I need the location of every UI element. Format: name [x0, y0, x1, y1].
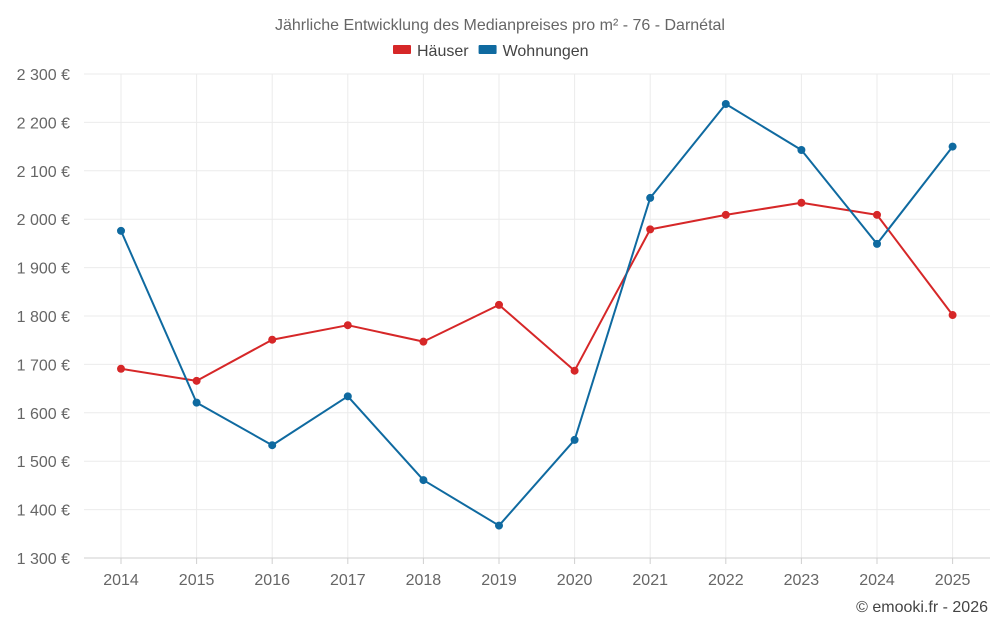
x-tick-label: 2025 — [935, 572, 971, 589]
series-line — [120, 201, 954, 382]
data-point[interactable] — [721, 100, 730, 109]
y-tick-label: 1 300 € — [17, 551, 70, 568]
data-point[interactable] — [419, 476, 428, 485]
data-point[interactable] — [797, 198, 806, 207]
legend-swatch — [393, 45, 411, 54]
data-point[interactable] — [646, 193, 655, 202]
legend: Häuser Wohnungen — [393, 43, 589, 60]
y-tick-label: 1 400 € — [17, 503, 70, 520]
data-point[interactable] — [343, 392, 352, 401]
data-point[interactable] — [268, 441, 277, 450]
x-tick-label: 2023 — [784, 572, 820, 589]
x-axis: 2014 2015 2016 2017 2018 2019 2020 2021 2022 2023… — [103, 558, 970, 589]
data-point[interactable] — [343, 321, 352, 330]
y-tick-label: 1 900 € — [17, 261, 70, 278]
series-line — [120, 103, 954, 527]
legend-label[interactable]: Wohnungen — [503, 43, 589, 60]
data-point[interactable] — [873, 210, 881, 219]
series-layer — [117, 100, 957, 530]
gridlines — [84, 73, 990, 559]
data-point[interactable] — [570, 435, 579, 444]
chart-title: Jährliche Entwicklung des Medianpreises … — [275, 17, 725, 34]
y-tick-label: 1 800 € — [17, 309, 70, 326]
y-tick-label: 2 100 € — [17, 164, 70, 181]
x-tick-label: 2016 — [254, 572, 290, 589]
data-point[interactable] — [948, 142, 957, 151]
data-point[interactable] — [268, 335, 277, 344]
data-point[interactable] — [117, 364, 125, 373]
x-tick-label: 2017 — [330, 572, 366, 589]
credit-text: © emooki.fr - 2026 — [856, 599, 988, 616]
data-point[interactable] — [948, 311, 957, 320]
data-point[interactable] — [721, 210, 730, 219]
y-tick-label: 2 300 € — [17, 67, 70, 84]
y-tick-label: 2 200 € — [17, 115, 70, 132]
x-tick-label: 2022 — [708, 572, 744, 589]
data-point[interactable] — [570, 366, 579, 375]
data-point[interactable] — [873, 239, 881, 248]
x-tick-label: 2018 — [406, 572, 442, 589]
x-tick-label: 2015 — [179, 572, 215, 589]
y-axis: 1 300 € 1 400 € 1 500 € 1 600 € 1 700 € 1 800… — [17, 67, 70, 568]
data-point[interactable] — [646, 225, 655, 234]
data-point[interactable] — [192, 376, 201, 385]
y-tick-label: 1 600 € — [17, 406, 70, 423]
data-point[interactable] — [495, 521, 503, 530]
y-tick-label: 2 000 € — [17, 212, 70, 229]
y-tick-label: 1 700 € — [17, 357, 70, 374]
x-tick-label: 2021 — [632, 572, 668, 589]
x-tick-label: 2019 — [481, 572, 517, 589]
data-point[interactable] — [797, 145, 806, 154]
x-tick-label: 2014 — [103, 572, 139, 589]
data-point[interactable] — [192, 398, 201, 407]
series-Wohnungen — [117, 100, 957, 530]
legend-swatch — [478, 45, 497, 54]
data-point[interactable] — [495, 300, 503, 309]
legend-label[interactable]: Häuser — [417, 43, 469, 60]
x-tick-label: 2020 — [557, 572, 593, 589]
series-Häuser — [117, 198, 957, 385]
data-point[interactable] — [117, 226, 125, 235]
data-point[interactable] — [419, 337, 428, 346]
y-tick-label: 1 500 € — [17, 454, 70, 471]
x-tick-label: 2024 — [859, 572, 895, 589]
